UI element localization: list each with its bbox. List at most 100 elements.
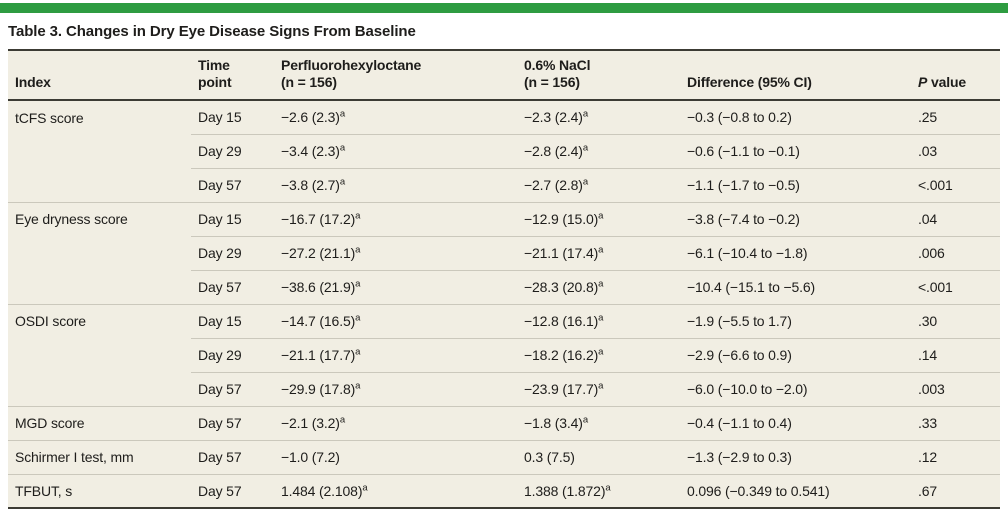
footnote-marker: a	[339, 176, 346, 188]
footnote-marker: a	[598, 244, 604, 256]
footnote-marker: a	[598, 380, 604, 392]
cell-nacl: −2.7 (2.8)a	[517, 167, 680, 202]
cell-difference: −6.1 (−10.4 to −1.8)	[680, 235, 911, 270]
accent-bar	[0, 3, 1008, 13]
cell-nacl: −18.2 (16.2)a	[517, 337, 680, 372]
table-row: Day 57 −29.9 (17.8)a −23.9 (17.7)a −6.0 …	[8, 371, 1000, 406]
cell-p-value: .006	[911, 235, 1000, 270]
cell-p-value: .003	[911, 371, 1000, 406]
table-header: Index Time point Perfluorohexyloctane (n…	[8, 49, 1000, 101]
cell-pfho: −21.1 (17.7)a	[274, 337, 517, 372]
cell-difference: −6.0 (−10.0 to −2.0)	[680, 371, 911, 406]
cell-difference: −1.9 (−5.5 to 1.7)	[680, 303, 911, 338]
footnote-marker: a	[339, 142, 346, 154]
cell-p-value: .12	[911, 439, 1000, 474]
cell-difference: −0.6 (−1.1 to −0.1)	[680, 133, 911, 168]
cell-time-point: Day 57	[191, 405, 274, 440]
cell-pfho: −16.7 (17.2)a	[274, 201, 517, 236]
cell-index: MGD score	[8, 405, 191, 440]
table-title: Table 3. Changes in Dry Eye Disease Sign…	[8, 23, 416, 40]
col-header-nacl: 0.6% NaCl (n = 156)	[517, 49, 680, 101]
cell-time-point: Day 57	[191, 269, 274, 304]
cell-p-value: <.001	[911, 167, 1000, 202]
table-row: Day 57 −38.6 (21.9)a −28.3 (20.8)a −10.4…	[8, 269, 1000, 304]
footnote-marker: a	[598, 210, 604, 222]
footnote-marker: a	[339, 414, 346, 426]
cell-nacl: −12.8 (16.1)a	[517, 303, 680, 338]
cell-time-point: Day 57	[191, 439, 274, 474]
table-row: Day 57 −3.8 (2.7)a −2.7 (2.8)a −1.1 (−1.…	[8, 167, 1000, 202]
cell-time-point: Day 15	[191, 303, 274, 338]
col-header-perfluorohexyloctane: Perfluorohexyloctane (n = 156)	[274, 49, 517, 101]
table-row: MGD score Day 57 −2.1 (3.2)a −1.8 (3.4)a…	[8, 405, 1000, 440]
cell-pfho: −29.9 (17.8)a	[274, 371, 517, 406]
cell-index	[8, 372, 191, 406]
cell-index	[8, 270, 191, 304]
table-row: Day 29 −21.1 (17.7)a −18.2 (16.2)a −2.9 …	[8, 337, 1000, 372]
cell-index: OSDI score	[8, 303, 191, 338]
cell-difference: −1.1 (−1.7 to −0.5)	[680, 167, 911, 202]
footnote-marker: a	[339, 108, 346, 120]
cell-p-value: .04	[911, 201, 1000, 236]
cell-time-point: Day 29	[191, 337, 274, 372]
cell-pfho: −2.6 (2.3)a	[274, 100, 517, 134]
footnote-marker: a	[582, 414, 589, 426]
cell-index: Schirmer I test, mm	[8, 439, 191, 474]
cell-p-value: .33	[911, 405, 1000, 440]
table-row: OSDI score Day 15 −14.7 (16.5)a −12.8 (1…	[8, 303, 1000, 338]
cell-difference: −0.4 (−1.1 to 0.4)	[680, 405, 911, 440]
cell-pfho: −27.2 (21.1)a	[274, 235, 517, 270]
cell-nacl: −23.9 (17.7)a	[517, 371, 680, 406]
cell-pfho: 1.484 (2.108)a	[274, 473, 517, 509]
cell-index: TFBUT, s	[8, 473, 191, 509]
footnote-marker: a	[355, 312, 361, 324]
cell-time-point: Day 57	[191, 371, 274, 406]
cell-index	[8, 338, 191, 372]
cell-index	[8, 236, 191, 270]
footnote-marker: a	[355, 380, 361, 392]
footnote-marker: a	[355, 210, 361, 222]
footnote-marker: a	[355, 346, 361, 358]
cell-difference: −2.9 (−6.6 to 0.9)	[680, 337, 911, 372]
cell-nacl: −12.9 (15.0)a	[517, 201, 680, 236]
cell-time-point: Day 15	[191, 100, 274, 134]
cell-index	[8, 134, 191, 168]
cell-difference: −3.8 (−7.4 to −0.2)	[680, 201, 911, 236]
footnote-marker: a	[582, 142, 589, 154]
cell-p-value: .25	[911, 100, 1000, 134]
table-row: Day 29 −27.2 (21.1)a −21.1 (17.4)a −6.1 …	[8, 235, 1000, 270]
cell-pfho: −3.8 (2.7)a	[274, 167, 517, 202]
footnote-marker: a	[582, 176, 589, 188]
footnote-marker: a	[598, 278, 604, 290]
col-header-difference: Difference (95% CI)	[680, 49, 911, 101]
footnote-marker: a	[362, 482, 368, 494]
cell-nacl: −1.8 (3.4)a	[517, 405, 680, 440]
cell-pfho: −1.0 (7.2)	[274, 439, 517, 474]
col-header-time-point: Time point	[191, 49, 274, 101]
footnote-marker: a	[582, 108, 589, 120]
cell-time-point: Day 29	[191, 235, 274, 270]
cell-pfho: −14.7 (16.5)a	[274, 303, 517, 338]
cell-nacl: −28.3 (20.8)a	[517, 269, 680, 304]
table-row: Schirmer I test, mm Day 57 −1.0 (7.2) 0.…	[8, 439, 1000, 474]
table-row: TFBUT, s Day 57 1.484 (2.108)a 1.388 (1.…	[8, 473, 1000, 509]
table-row: Day 29 −3.4 (2.3)a −2.8 (2.4)a −0.6 (−1.…	[8, 133, 1000, 168]
footnote-marker: a	[355, 278, 361, 290]
cell-time-point: Day 57	[191, 473, 274, 509]
cell-nacl: 0.3 (7.5)	[517, 439, 680, 474]
table-row: tCFS score Day 15 −2.6 (2.3)a −2.3 (2.4)…	[8, 100, 1000, 134]
cell-time-point: Day 15	[191, 201, 274, 236]
footnote-marker: a	[598, 346, 604, 358]
cell-p-value: .67	[911, 473, 1000, 509]
footnote-marker: a	[598, 312, 604, 324]
header-row: Index Time point Perfluorohexyloctane (n…	[8, 49, 1000, 101]
cell-p-value: .14	[911, 337, 1000, 372]
cell-time-point: Day 57	[191, 167, 274, 202]
cell-difference: −10.4 (−15.1 to −5.6)	[680, 269, 911, 304]
footnote-marker: a	[355, 244, 361, 256]
col-header-p-value: P value	[911, 49, 1000, 101]
cell-p-value: <.001	[911, 269, 1000, 304]
col-header-index: Index	[8, 49, 191, 101]
cell-p-value: .30	[911, 303, 1000, 338]
cell-index: Eye dryness score	[8, 201, 191, 236]
